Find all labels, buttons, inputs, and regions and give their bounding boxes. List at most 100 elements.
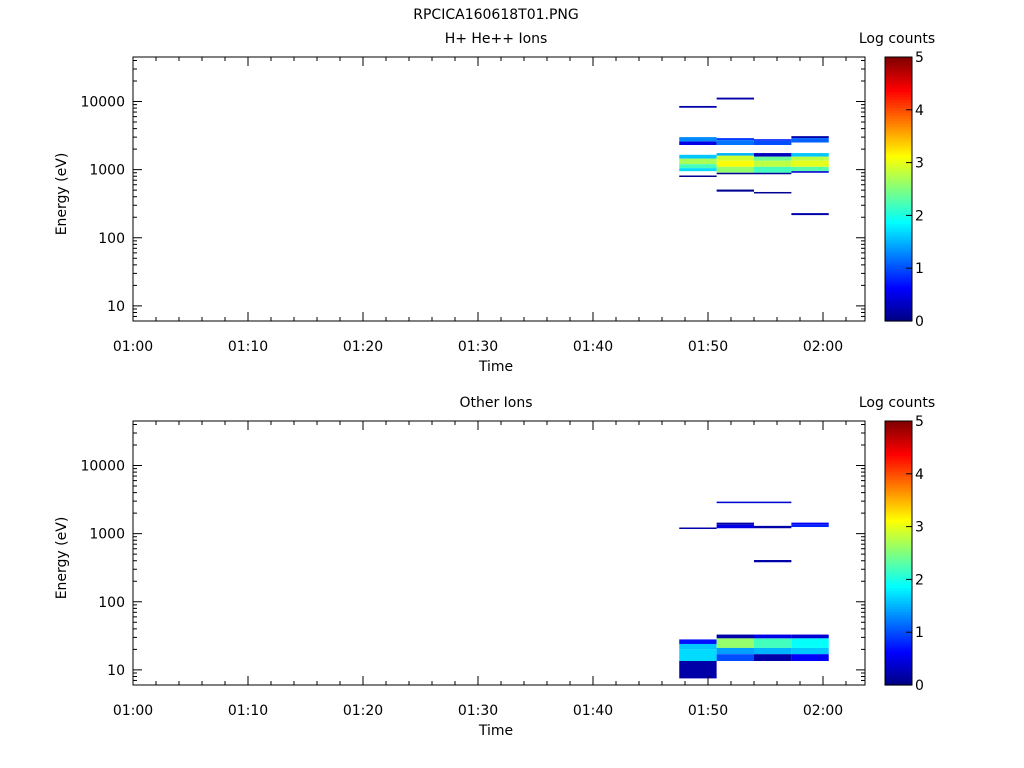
colorbar-segment — [885, 212, 912, 216]
heatmap-cell — [754, 638, 792, 648]
colorbar-segment — [885, 231, 912, 235]
heatmap-cell — [716, 634, 754, 639]
colorbar-segment — [885, 130, 912, 135]
heatmap-cell — [716, 522, 754, 525]
colorbar-segment — [885, 619, 912, 623]
colorbar-segment — [885, 587, 912, 591]
heatmap-cell — [791, 654, 829, 662]
colorbar-segment — [885, 276, 912, 280]
x-tick-label: 01:50 — [688, 339, 728, 355]
colorbar-segment — [885, 228, 912, 232]
colorbar-segment — [885, 225, 912, 230]
colorbar-tick-label: 3 — [915, 156, 924, 172]
colorbar-tick-label: 2 — [915, 572, 924, 588]
colorbar-segment — [885, 494, 912, 499]
heatmap-cell — [754, 525, 792, 529]
colorbar-segment — [885, 616, 912, 620]
colorbar-segment — [885, 423, 912, 427]
colorbar-segment — [885, 257, 912, 261]
colorbar-tick-label: 0 — [915, 314, 924, 330]
heatmap-cell — [791, 171, 829, 173]
x-tick-label: 01:50 — [688, 703, 728, 719]
heatmap-cell — [716, 166, 754, 173]
heatmap-cell — [716, 140, 754, 145]
heatmap-cell — [679, 168, 717, 172]
colorbar-segment — [885, 658, 912, 662]
y-tick-label: 100 — [98, 595, 125, 611]
colorbar-tick-label: 4 — [915, 103, 924, 119]
heatmap-cell — [754, 634, 792, 639]
colorbar-segment — [885, 484, 912, 488]
colorbar-segment — [885, 560, 912, 565]
y-axis-label: Energy (eV) — [54, 153, 70, 236]
colorbar-segment — [885, 442, 912, 446]
heatmap-cells — [679, 97, 829, 216]
colorbar-segment — [885, 315, 912, 319]
colorbar-segment — [885, 455, 912, 459]
colorbar-segment — [885, 149, 912, 153]
colorbar-segment — [885, 154, 912, 158]
colorbar-segment — [885, 613, 912, 617]
heatmap-cell — [791, 166, 829, 172]
colorbar-segment — [885, 141, 912, 145]
colorbar-segment — [885, 278, 912, 282]
colorbar-segment — [885, 297, 912, 301]
colorbar-segment — [885, 178, 912, 182]
colorbar-segment — [885, 115, 912, 119]
colorbar-segment — [885, 439, 912, 443]
colorbar-tick-label: 5 — [915, 414, 924, 430]
y-tick-label: 10000 — [80, 459, 125, 475]
colorbar-segment — [885, 603, 912, 607]
colorbar-segment — [885, 497, 912, 501]
colorbar-segment — [885, 555, 912, 559]
colorbar-segment — [885, 677, 912, 681]
colorbar-segment — [885, 252, 912, 256]
colorbar-segment — [885, 62, 912, 66]
colorbar-segment — [885, 516, 912, 520]
colorbar-segment — [885, 563, 912, 567]
heatmap-cell — [679, 643, 717, 650]
x-tick-label: 01:10 — [228, 703, 268, 719]
colorbar-segment — [885, 566, 912, 570]
x-tick-label: 01:30 — [458, 339, 498, 355]
colorbar-segment — [885, 626, 912, 631]
colorbar-segment — [885, 167, 912, 172]
heatmap-cell — [754, 166, 792, 173]
colorbar-segment — [885, 576, 912, 580]
y-axis: 10 100 1000 10000 — [80, 423, 865, 686]
x-tick-label: 01:40 — [573, 339, 613, 355]
colorbar-tick-label: 1 — [915, 625, 924, 641]
colorbar-segment — [885, 146, 912, 150]
heatmap-cell — [679, 105, 717, 108]
colorbar-segment — [885, 574, 912, 578]
heatmap-cell — [754, 153, 792, 157]
colorbar-segment — [885, 640, 912, 644]
heatmap-cell — [791, 647, 829, 655]
colorbar-segment — [885, 125, 912, 129]
colorbar-segment — [885, 128, 912, 132]
colorbar-segment — [885, 75, 912, 79]
colorbar-segment — [885, 202, 912, 206]
colorbar-segment — [885, 468, 912, 472]
colorbar-segment — [885, 247, 912, 251]
colorbar-segment — [885, 109, 912, 114]
colorbar-segment — [885, 260, 912, 264]
colorbar-segment — [885, 502, 912, 507]
heatmap-cell — [679, 639, 717, 644]
colorbar-segment — [885, 473, 912, 478]
colorbar-segment — [885, 218, 912, 222]
heatmap-cell — [716, 153, 754, 156]
colorbar-segment — [885, 244, 912, 248]
colorbar-segment — [885, 165, 912, 169]
colorbar-segment — [885, 508, 912, 512]
colorbar-segment — [885, 518, 912, 522]
colorbar-segment — [885, 241, 912, 246]
heatmap-cell — [791, 522, 829, 525]
heatmap-cell — [791, 634, 829, 639]
colorbar-segment — [885, 669, 912, 673]
heatmap-cell — [679, 649, 717, 662]
colorbar-segment — [885, 521, 912, 525]
heatmap-cell — [716, 97, 754, 100]
colorbar-segment — [885, 170, 912, 174]
y-axis: 10 100 1000 10000 — [80, 59, 865, 322]
